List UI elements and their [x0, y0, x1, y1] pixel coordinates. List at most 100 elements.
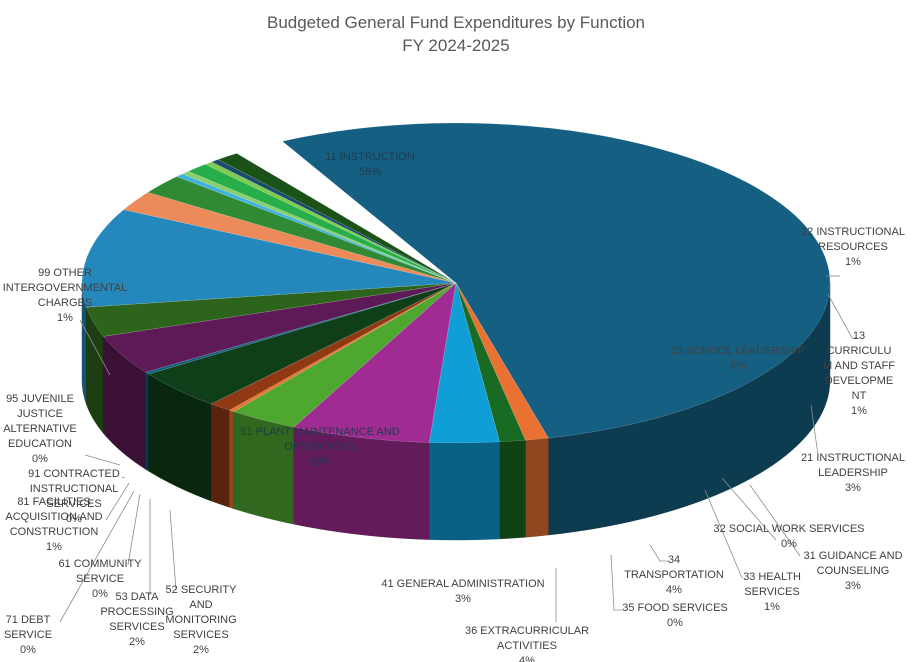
- slice-label: 13: [853, 330, 865, 342]
- chart-title: Budgeted General Fund Expenditures by Fu…: [267, 13, 645, 32]
- slice-label: ACQUISITION AND: [5, 511, 102, 523]
- leader-lines: [59, 275, 857, 623]
- slice-label: 33 HEALTH: [743, 571, 801, 583]
- slice-label: SERVICES: [46, 498, 101, 510]
- leader-line: [827, 293, 857, 339]
- leader-line: [84, 454, 121, 466]
- leader-line: [810, 404, 819, 456]
- slice-label: ALTERNATIVE: [3, 423, 77, 435]
- slice-percent: 0%: [667, 617, 683, 629]
- pie-slice: [455, 282, 549, 441]
- slice-label: 52 SECURITY: [166, 584, 238, 596]
- slice-label: 35 FOOD SERVICES: [622, 602, 728, 614]
- slice-label: SERVICES: [744, 586, 799, 598]
- slice-label: 11 INSTRUCTION: [325, 151, 415, 163]
- slice-label: 51 PLANT MAINTENANCE AND: [240, 426, 399, 438]
- slice-label: PROCESSING: [100, 606, 173, 618]
- slice-label: MONITORING: [165, 614, 236, 626]
- slice-side-wall: [103, 335, 146, 470]
- leader-line: [649, 544, 669, 562]
- pie-slice: [228, 282, 457, 412]
- slice-percent: 0%: [92, 588, 108, 600]
- pie-slice: [210, 159, 457, 284]
- slice-label: 71 DEBT: [6, 614, 51, 626]
- slice-label: EDUCATION: [8, 438, 72, 450]
- slice-label: 91 CONTRACTED: [28, 468, 120, 480]
- pie-slice: [210, 282, 457, 411]
- pie-slice: [144, 282, 457, 375]
- leader-line: [79, 319, 111, 376]
- pie-slice: [147, 282, 457, 405]
- pie-slice: [455, 282, 526, 443]
- chart-subtitle: FY 2024-2025: [402, 36, 509, 55]
- pie-side-walls: [81, 282, 831, 541]
- slice-percent: 0%: [20, 644, 36, 656]
- slice-label: 34: [668, 554, 680, 566]
- slice-label: CONSTRUCTION: [10, 526, 99, 538]
- slice-percent: 1%: [57, 312, 73, 324]
- pie-slice: [181, 170, 457, 284]
- pie-slice: [102, 282, 457, 373]
- leader-line: [59, 490, 135, 623]
- slice-label: TRANSPORTATION: [624, 569, 724, 581]
- slice-label: SERVICES: [109, 621, 164, 633]
- slice-side-wall: [210, 403, 230, 508]
- pie-slice: [123, 192, 457, 284]
- slice-side-wall: [525, 437, 549, 538]
- slice-label: M AND STAFF: [823, 360, 895, 372]
- slice-label: 61 COMMUNITY: [58, 558, 142, 570]
- slice-label: SERVICE: [4, 629, 52, 641]
- pie-slice: [147, 176, 457, 284]
- leader-line: [721, 477, 777, 541]
- slice-percent: 4%: [666, 584, 682, 596]
- slice-label: 32 SOCIAL WORK SERVICES: [714, 523, 865, 535]
- pie-slice: [293, 282, 457, 443]
- slice-label: LEADERSHIP: [818, 467, 888, 479]
- slice-percent: 1%: [46, 541, 62, 553]
- slice-label: 23 SCHOOL LEADERSHIP: [671, 345, 805, 357]
- slice-label: SERVICE: [76, 573, 124, 585]
- slice-side-wall: [499, 440, 526, 540]
- pie-slice: [81, 209, 457, 308]
- pie-slice: [204, 161, 457, 284]
- slice-label: AND: [189, 599, 212, 611]
- leader-line: [749, 484, 801, 557]
- pie-slice: [232, 282, 457, 428]
- slice-percent: 6%: [730, 360, 746, 372]
- slice-side-wall: [429, 441, 500, 541]
- leader-line: [105, 482, 130, 521]
- slice-percent: 1%: [845, 256, 861, 268]
- slice-label: 36 EXTRACURRICULAR: [465, 625, 589, 637]
- slice-label: COUNSELING: [817, 565, 890, 577]
- slice-side-wall: [293, 426, 430, 540]
- pie-slice: [281, 122, 831, 439]
- slice-label: 21 INSTRUCTIONAL: [801, 452, 905, 464]
- slice-percent: 0%: [66, 513, 82, 525]
- slice-percent: 0%: [32, 453, 48, 465]
- slice-label: INTERGOVERNMENTAL: [3, 282, 127, 294]
- leader-line: [704, 489, 743, 579]
- pie-top-faces: [81, 122, 831, 444]
- pie-slice: [176, 173, 457, 284]
- slice-label: 41 GENERAL ADMINISTRATION: [381, 578, 544, 590]
- slice-label: 53 DATA: [116, 591, 160, 603]
- slice-percent: 1%: [851, 405, 867, 417]
- slice-label: 95 JUVENILE: [6, 393, 74, 405]
- slice-label: 81 FACILITIES: [17, 496, 90, 508]
- slice-percent: 0%: [781, 538, 797, 550]
- slice-label: JUSTICE: [17, 408, 63, 420]
- leader-line: [121, 476, 126, 479]
- pie-slice: [428, 282, 500, 444]
- slice-label: ACTIVITIES: [497, 640, 557, 652]
- leader-line: [127, 493, 141, 566]
- slice-side-wall: [229, 410, 234, 509]
- slice-percent: 58%: [359, 166, 381, 178]
- slice-percent: 1%: [764, 601, 780, 613]
- slice-label: SERVICES: [173, 629, 228, 641]
- slice-label: 12 INSTRUCTIONAL: [801, 226, 905, 238]
- slice-percent: 10%: [309, 456, 331, 468]
- leader-line: [169, 509, 177, 591]
- slice-label: OPERATIONS: [284, 441, 355, 453]
- pie-slice: [217, 153, 457, 284]
